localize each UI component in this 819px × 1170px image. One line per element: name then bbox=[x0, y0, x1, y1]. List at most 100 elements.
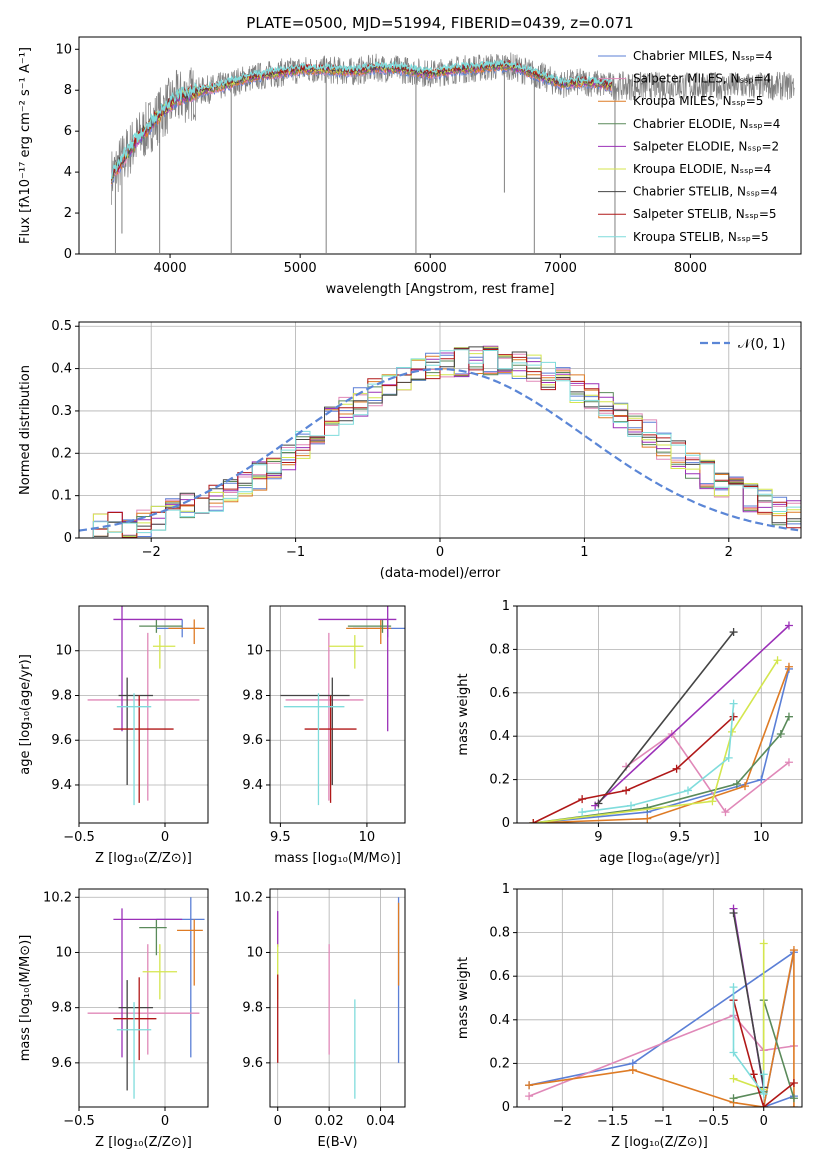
plus-marker bbox=[784, 712, 793, 721]
errorbar-point bbox=[280, 677, 350, 785]
plot-area bbox=[87, 897, 205, 1099]
y-tick-label: 0 bbox=[502, 1100, 510, 1115]
legend-label: Salpeter ELODIE, Nₛₛₚ=2 bbox=[633, 139, 779, 153]
plus-marker bbox=[784, 758, 793, 767]
y-tick-label: 0.5 bbox=[51, 319, 72, 334]
x-tick-label: 0 bbox=[436, 545, 444, 560]
weight-line-3 bbox=[533, 666, 790, 823]
plus-marker bbox=[684, 786, 692, 795]
plus-marker bbox=[773, 656, 782, 665]
chart-title: PLATE=0500, MJD=51994, FIBERID=0439, z=0… bbox=[246, 14, 633, 32]
histogram-9 bbox=[79, 349, 801, 538]
plus-marker bbox=[789, 1103, 798, 1107]
panel-1: 4000 5000 6000 7000 8000 0 2 4 6 8 10 wavelength [A… bbox=[18, 14, 802, 297]
errorbar-point bbox=[347, 619, 392, 633]
axes-frame bbox=[269, 888, 406, 1108]
plus-marker bbox=[578, 795, 587, 804]
plus-marker bbox=[757, 775, 766, 784]
weight-line-6 bbox=[533, 659, 779, 823]
plot-area bbox=[280, 606, 405, 806]
y-axis-label: mass weight bbox=[456, 673, 471, 755]
weight-line-7 bbox=[732, 912, 765, 1088]
weight-line-2 bbox=[625, 732, 790, 814]
errorbar-point bbox=[168, 619, 205, 645]
plus-marker bbox=[643, 814, 652, 823]
y-tick-label: 0.4 bbox=[489, 729, 510, 744]
y-axis-label: mass weight bbox=[456, 957, 471, 1039]
plus-marker bbox=[789, 946, 798, 955]
panel-4: 9.5 10 9.4 9.6 9.8 10 mass [log₁₀(M/M⊙)] bbox=[242, 605, 406, 866]
errorbar-point bbox=[318, 606, 397, 732]
plus-marker bbox=[628, 1065, 637, 1074]
plot-area bbox=[529, 621, 793, 823]
y-tick-label: 0 bbox=[64, 247, 72, 262]
y-tick-label: 0.8 bbox=[489, 926, 510, 941]
errorbar-point bbox=[113, 977, 157, 1061]
x-tick-label: 10 bbox=[753, 830, 770, 845]
panel-2: −2 −1 0 1 2 0 0.1 0.2 0.3 0.4 0.5 (data-model)/erro… bbox=[18, 319, 802, 581]
plus-marker bbox=[594, 799, 603, 808]
x-tick-label: 9.5 bbox=[270, 830, 291, 845]
y-tick-label: 10.2 bbox=[234, 890, 263, 905]
y-axis-label: mass [log₁₀(M/M⊙)] bbox=[18, 935, 33, 1062]
x-tick-label: 0.04 bbox=[366, 1114, 395, 1129]
plus-marker bbox=[784, 662, 793, 671]
x-tick-label: 0 bbox=[274, 1114, 282, 1129]
x-tick-label: −0.5 bbox=[698, 1114, 730, 1129]
y-tick-label: 0.4 bbox=[489, 1013, 510, 1028]
errorbar-point bbox=[142, 944, 178, 1000]
model-spectrum-4 bbox=[111, 63, 613, 184]
panel-8: −2 −1.5 −1 −0.5 0 0 0.2 0.4 0.6 0.8 1 Z [log₁₀(Z/Z⊙… bbox=[456, 882, 803, 1150]
y-tick-label: 0.6 bbox=[489, 686, 510, 701]
axes-frame bbox=[78, 605, 209, 824]
y-tick-label: 6 bbox=[64, 124, 72, 139]
weight-line-7 bbox=[597, 631, 735, 804]
legend-label: Salpeter MILES, Nₛₛₚ=4 bbox=[633, 72, 771, 86]
errorbar-point bbox=[328, 635, 364, 669]
y-tick-label: 9.4 bbox=[242, 778, 263, 793]
plus-marker bbox=[578, 808, 587, 817]
x-tick-label: 6000 bbox=[414, 261, 447, 276]
legend: 𝒩(0, 1) bbox=[700, 337, 785, 352]
y-tick-label: 1 bbox=[502, 882, 510, 897]
errorbar-point bbox=[118, 980, 153, 1091]
plus-marker bbox=[627, 801, 635, 810]
y-axis-label: Flux [fλ10⁻¹⁷ erg cm⁻² s⁻¹ A⁻¹] bbox=[18, 47, 33, 244]
y-tick-label: 9.6 bbox=[242, 1056, 263, 1071]
x-tick-label: 2 bbox=[725, 545, 733, 560]
y-tick-label: 9.8 bbox=[242, 688, 263, 703]
x-axis-label: Z [log₁₀(Z/Z⊙)] bbox=[95, 1135, 192, 1150]
x-tick-label: 9 bbox=[594, 830, 602, 845]
y-tick-label: 10 bbox=[246, 644, 263, 659]
legend-label: Kroupa STELIB, Nₛₛₚ=5 bbox=[633, 230, 769, 244]
y-tick-label: 0.1 bbox=[51, 489, 72, 504]
y-tick-label: 0.3 bbox=[51, 404, 72, 419]
weight-line-1 bbox=[533, 668, 790, 823]
legend: Chabrier MILES, Nₛₛₚ=4 Salpeter MILES, Nₛ… bbox=[598, 49, 780, 244]
axes-frame bbox=[516, 605, 803, 824]
x-axis-label: mass [log₁₀(M/M⊙)] bbox=[274, 851, 401, 866]
errorbar-point bbox=[152, 635, 176, 669]
y-tick-label: 9.6 bbox=[51, 1056, 72, 1071]
plus-marker bbox=[721, 808, 730, 817]
panel-6: −0.5 0 9.6 9.8 10 10.2 Z [log₁₀(Z/Z⊙)] mass [lo… bbox=[18, 888, 209, 1150]
x-tick-label: −1.5 bbox=[597, 1114, 629, 1129]
plus-marker bbox=[759, 1070, 768, 1079]
y-tick-label: 2 bbox=[64, 206, 72, 221]
plus-marker bbox=[622, 786, 631, 795]
axes-frame bbox=[516, 888, 803, 1108]
plus-marker bbox=[643, 803, 652, 812]
x-axis-label: age [log₁₀(age/yr)] bbox=[599, 851, 720, 866]
plus-marker bbox=[759, 1089, 768, 1098]
plus-marker bbox=[732, 779, 741, 788]
plus-marker bbox=[789, 1079, 798, 1088]
legend-label: 𝒩(0, 1) bbox=[738, 337, 785, 352]
legend-label: Chabrier MILES, Nₛₛₚ=4 bbox=[633, 49, 773, 63]
y-axis-label: Normed distribution bbox=[18, 365, 33, 495]
x-tick-label: −1 bbox=[653, 1114, 672, 1129]
plot-area bbox=[525, 904, 798, 1107]
errorbar-point bbox=[156, 897, 205, 1058]
y-tick-label: 10 bbox=[55, 42, 72, 57]
plus-marker bbox=[729, 1094, 738, 1103]
